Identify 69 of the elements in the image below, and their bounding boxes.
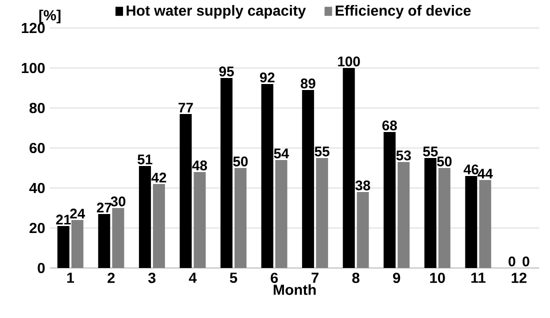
- data-label: 46: [464, 164, 478, 174]
- data-label: 42: [151, 172, 166, 182]
- data-label: 30: [110, 196, 126, 206]
- bar: [234, 168, 246, 268]
- data-label: 68: [382, 120, 397, 130]
- y-tick-label: 80: [30, 102, 45, 114]
- data-label: 27: [96, 202, 112, 212]
- data-label: 44: [478, 168, 493, 178]
- y-tick-label: 20: [30, 222, 45, 234]
- data-label: 55: [423, 146, 438, 156]
- x-tick-label: 12: [512, 272, 526, 283]
- bar: [112, 208, 124, 268]
- y-tick-label: 100: [22, 62, 45, 74]
- data-label: 100: [338, 56, 360, 66]
- x-tick-label: 3: [148, 272, 156, 284]
- data-label: 95: [219, 66, 234, 76]
- bar: [98, 214, 110, 268]
- x-tick-label: 6: [270, 272, 278, 284]
- data-label: 38: [355, 180, 370, 190]
- data-label: 92: [260, 72, 274, 82]
- bar: [356, 192, 369, 268]
- bar: [138, 166, 151, 268]
- data-label: 50: [437, 156, 452, 166]
- data-label: 50: [233, 156, 248, 166]
- bar: [220, 78, 232, 268]
- y-axis-title: [%]: [39, 10, 60, 24]
- bar: [275, 160, 288, 268]
- bar: [261, 84, 274, 268]
- bar: [194, 172, 206, 268]
- x-axis-title: Month: [274, 284, 316, 295]
- x-tick-label: 5: [230, 272, 238, 283]
- y-tick-label: 60: [30, 142, 45, 154]
- data-label: 0: [522, 256, 530, 266]
- bar: [384, 132, 396, 268]
- y-tick-label: 40: [29, 182, 45, 194]
- bar: [180, 114, 192, 268]
- bar: [438, 168, 450, 268]
- data-label: 89: [300, 78, 316, 88]
- x-tick-label: 11: [471, 272, 486, 283]
- x-tick-label: 10: [430, 272, 445, 284]
- data-label: 53: [396, 150, 411, 160]
- legend-label: Efficiency of device: [336, 5, 471, 19]
- bar: [316, 158, 328, 268]
- x-tick-label: 7: [312, 272, 318, 283]
- bar: [152, 184, 165, 268]
- bar: [479, 180, 492, 268]
- data-label: 55: [314, 146, 330, 156]
- x-tick-label: 4: [188, 272, 197, 283]
- data-label: 54: [274, 148, 289, 158]
- data-label: 21: [56, 214, 71, 224]
- data-label: 24: [70, 208, 86, 218]
- x-tick-label: 2: [108, 272, 115, 283]
- bar: [71, 220, 84, 268]
- data-label: 48: [192, 160, 208, 170]
- y-tick-label: 120: [22, 22, 45, 34]
- bar: [57, 226, 70, 268]
- x-tick-label: 8: [352, 272, 360, 284]
- data-label: 0: [508, 256, 516, 266]
- y-tick-label: 0: [38, 262, 45, 274]
- legend-label: Hot water supply capacity: [126, 5, 306, 19]
- data-label: 51: [138, 154, 152, 164]
- bar: [398, 162, 410, 268]
- bar: [302, 90, 314, 268]
- bar: [424, 158, 436, 268]
- data-label: 77: [178, 102, 193, 112]
- x-tick-label: 1: [67, 272, 74, 283]
- bar: [342, 68, 355, 268]
- x-tick-label: 9: [393, 272, 400, 284]
- bar: [465, 176, 478, 268]
